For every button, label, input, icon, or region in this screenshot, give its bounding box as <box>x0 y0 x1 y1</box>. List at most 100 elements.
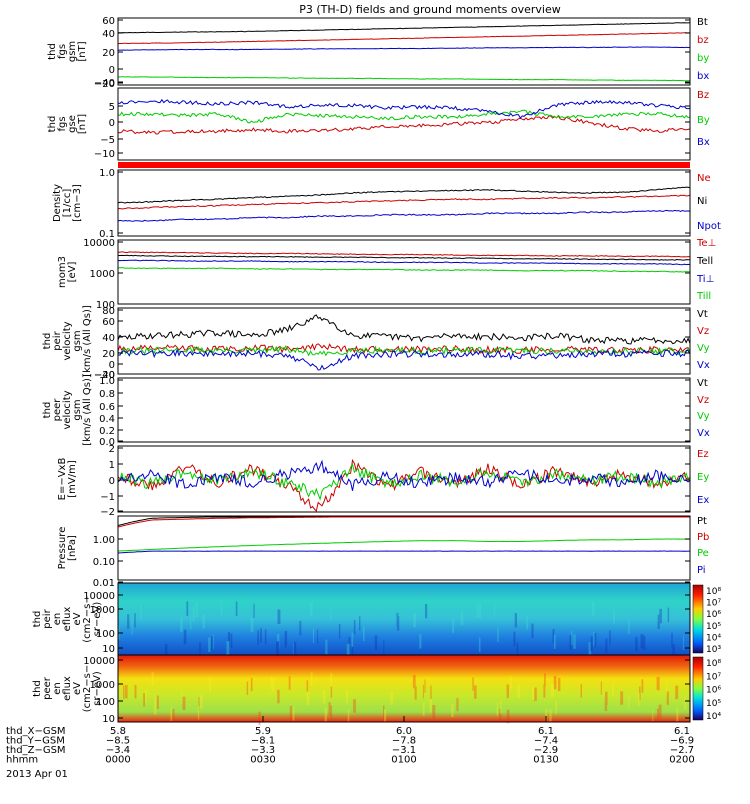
series-line-Vt <box>117 314 691 345</box>
spectrogram-streak <box>682 635 684 651</box>
spectrogram-streak <box>476 603 479 618</box>
y-tick-label: 0.4 <box>99 414 115 425</box>
spectrogram-streak <box>635 637 638 652</box>
y-axis-label: [nT] <box>77 114 88 134</box>
spectrogram-streak <box>590 636 593 651</box>
legend-label: Vy <box>697 411 710 422</box>
spectrogram-streak <box>552 629 555 644</box>
panel-frame <box>117 307 691 375</box>
y-axis-label: thd <box>47 43 58 60</box>
y-tick-label: 0.6 <box>99 402 115 413</box>
spectrogram-streak <box>197 706 200 720</box>
spectrogram-streak <box>324 707 327 722</box>
series-line-Ti⊥ <box>117 259 691 266</box>
spectrogram-streak <box>182 696 186 711</box>
colorbar-tick-label: 10⁴ <box>706 633 721 643</box>
y-axis-label: sr−eV) <box>92 671 103 706</box>
legend-label: Pt <box>697 516 707 527</box>
spectrogram-streak <box>666 691 669 705</box>
y-tick-label: 0.2 <box>99 426 115 437</box>
series-line-Tell <box>117 254 691 261</box>
spectrogram-streak <box>531 623 534 638</box>
panel-7: E=−VxB [mV/m] 2 1 0 −1 −2 Ez Ey Ex <box>57 444 709 518</box>
spectrogram-texture <box>123 672 687 726</box>
spectrogram-streak <box>190 614 192 630</box>
spectrogram-streak <box>594 632 597 648</box>
spectrogram-streak <box>288 676 291 690</box>
spectrogram-streak <box>506 709 510 724</box>
y-tick-label: 1.0 <box>99 168 115 179</box>
spectrogram-streak <box>571 630 573 646</box>
spectrogram-streak <box>383 705 385 719</box>
series-line-Ne <box>117 194 691 210</box>
x-tick-label: 6.1 <box>674 726 690 737</box>
spectrogram-streak <box>226 641 230 656</box>
spectrogram-streak <box>363 626 365 641</box>
spectrogram-streak <box>510 675 513 690</box>
spectrogram-streak <box>656 676 660 691</box>
y-tick-label: 0.10 <box>93 557 115 568</box>
spectrogram-streak <box>134 684 137 699</box>
spectrogram-streak <box>153 701 157 715</box>
plot-title: P3 (TH-D) fields and ground moments over… <box>299 3 561 16</box>
y-tick-label: −1 <box>100 492 115 503</box>
spectrogram-streak <box>230 633 233 648</box>
x-tick-label: −7.4 <box>534 736 558 747</box>
y-tick-label: 100 <box>96 629 115 640</box>
colorbar <box>692 584 704 654</box>
legend-label: bz <box>697 35 709 46</box>
spectrogram-streak <box>325 639 328 655</box>
x-tick-label: 5.9 <box>255 726 271 737</box>
legend-label: Till <box>696 291 711 302</box>
spectrogram-streak <box>183 629 187 645</box>
spectrogram-streak <box>573 634 576 649</box>
legend-label: By <box>697 115 710 126</box>
spectrogram-streak <box>199 642 201 657</box>
x-axis-row-label: thd_Y−GSM <box>6 736 65 747</box>
spectrogram-streak <box>609 630 611 645</box>
y-tick-label: 1000 <box>90 269 115 280</box>
y-axis-label: [cm−3] <box>72 184 83 222</box>
spectrogram-streak <box>277 634 280 649</box>
x-tick-label: 0100 <box>391 755 416 766</box>
data-gap-bar <box>118 162 690 168</box>
y-tick-label: 80 <box>102 306 115 317</box>
legend-label: Vy <box>697 343 710 354</box>
spectrogram-streak <box>276 641 279 656</box>
spectrogram-streak <box>496 702 498 716</box>
y-tick-label: 20 <box>102 349 115 360</box>
spectrogram-streak <box>202 613 205 629</box>
spectrogram-streak <box>422 684 424 699</box>
spectrogram-streak <box>292 707 295 721</box>
legend-label: Bz <box>697 90 709 101</box>
spectrogram-streak <box>606 690 608 704</box>
spectrogram-streak <box>145 689 147 703</box>
spectrogram-streak <box>657 614 660 629</box>
spectrogram-streak <box>198 697 200 711</box>
spectrogram-texture <box>118 601 684 659</box>
spectrogram-streak <box>353 699 356 713</box>
colorbar-tick-label: 10⁵ <box>706 622 721 632</box>
y-axis-label: gsm <box>72 399 83 420</box>
y-tick-label: 60 <box>102 16 115 27</box>
y-tick-label: 1000 <box>90 605 115 616</box>
spectrogram-streak <box>284 633 287 648</box>
series-line-Vx <box>117 348 691 371</box>
y-tick-label: 0.01 <box>93 578 115 589</box>
spectrogram-streak <box>257 630 259 645</box>
spectrogram-streak <box>330 684 333 698</box>
colorbar-tick-label: 10³ <box>706 645 721 655</box>
y-axis-label: E=−VxB <box>57 458 68 501</box>
x-tick-label: −7.8 <box>392 736 416 747</box>
spectrogram-streak <box>672 644 675 659</box>
x-tick-label: −8.5 <box>106 736 130 747</box>
spectrogram-streak <box>359 616 361 631</box>
spectrogram-streak <box>620 691 624 705</box>
spectrogram-streak <box>260 628 262 643</box>
spectrogram-streak <box>493 602 496 617</box>
colorbar-tick-label: 10⁶ <box>706 686 721 696</box>
spectrogram-streak <box>140 605 142 620</box>
legend-label: Ex <box>697 495 709 506</box>
spectrogram-streak <box>532 686 535 700</box>
